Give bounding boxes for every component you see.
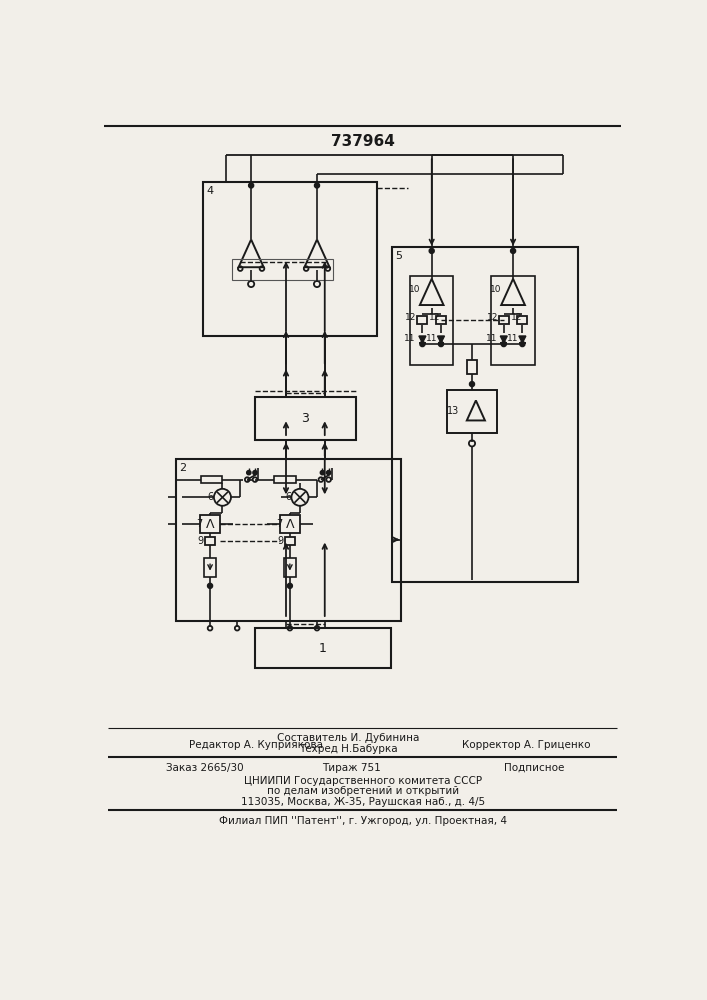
Polygon shape [419,336,426,343]
Bar [392,247,578,582]
Bar [255,397,356,440]
Polygon shape [519,336,526,343]
Text: 12: 12 [486,313,498,322]
Bar [255,628,391,668]
Text: 113035, Москва, Ж-35, Раушская наб., д. 4/5: 113035, Москва, Ж-35, Раушская наб., д. … [240,797,485,807]
Bar [410,276,453,365]
Bar [201,476,223,483]
Bar [274,476,296,483]
Text: 7: 7 [276,519,282,529]
Text: 6: 6 [208,492,214,502]
Text: 2: 2 [180,463,187,473]
Text: 6: 6 [285,492,291,502]
Circle shape [247,471,251,475]
Circle shape [249,183,253,188]
Text: Λ: Λ [286,518,294,531]
Bar [284,558,296,577]
Bar [448,390,497,433]
Text: 13: 13 [448,406,460,416]
Text: Редактор А. Куприякова: Редактор А. Куприякова [189,740,323,750]
Bar [498,316,509,324]
Text: 12: 12 [429,313,440,322]
Text: по делам изобретений и открытий: по делам изобретений и открытий [267,786,459,796]
Bar [285,537,295,545]
Text: 1: 1 [319,642,327,655]
Bar [176,459,401,620]
Bar [200,515,220,533]
Bar [467,360,477,374]
Text: 12: 12 [405,313,416,322]
Bar [280,515,300,533]
Circle shape [501,342,506,346]
Text: ЦНИИПИ Государственного комитета СССР: ЦНИИПИ Государственного комитета СССР [244,776,481,786]
Text: 4: 4 [206,186,214,196]
Circle shape [320,471,325,475]
Circle shape [429,249,434,253]
Text: 11: 11 [508,334,519,343]
Text: 7: 7 [196,519,202,529]
Bar [205,537,215,545]
Bar [417,316,428,324]
Bar [203,182,378,336]
Text: Составитель И. Дубинина: Составитель И. Дубинина [277,733,419,743]
Bar [436,316,446,324]
Text: 5: 5 [396,251,403,261]
Polygon shape [438,336,445,343]
Text: 9: 9 [278,536,284,546]
Circle shape [510,249,515,253]
Circle shape [253,471,257,475]
Circle shape [288,584,292,588]
Bar [518,316,527,324]
Text: 11: 11 [486,334,497,343]
Circle shape [327,471,331,475]
Text: Филиал ПИП ''Патент'', г. Ужгород, ул. Проектная, 4: Филиал ПИП ''Патент'', г. Ужгород, ул. П… [218,816,507,826]
Text: 3: 3 [301,412,310,425]
Circle shape [520,342,525,346]
Text: 11: 11 [404,334,416,343]
Polygon shape [501,336,507,343]
Circle shape [420,342,425,346]
Circle shape [315,183,320,188]
Text: 11: 11 [426,334,438,343]
Text: 9: 9 [198,536,204,546]
Text: 737964: 737964 [331,134,395,149]
Text: 10: 10 [490,285,502,294]
Text: Техред Н.Бабурка: Техред Н.Бабурка [298,744,397,754]
Circle shape [208,584,212,588]
Text: Тираж 751: Тираж 751 [322,763,381,773]
Text: Λ: Λ [206,518,214,531]
Bar [232,259,332,280]
Bar [491,276,534,365]
Text: Заказ 2665/30: Заказ 2665/30 [166,763,243,773]
Bar [204,558,216,577]
Text: Корректор А. Гриценко: Корректор А. Гриценко [462,740,590,750]
Text: 10: 10 [409,285,421,294]
Text: 12: 12 [510,313,522,322]
Circle shape [469,382,474,386]
Text: Подписное: Подписное [504,763,564,773]
Circle shape [438,342,443,346]
